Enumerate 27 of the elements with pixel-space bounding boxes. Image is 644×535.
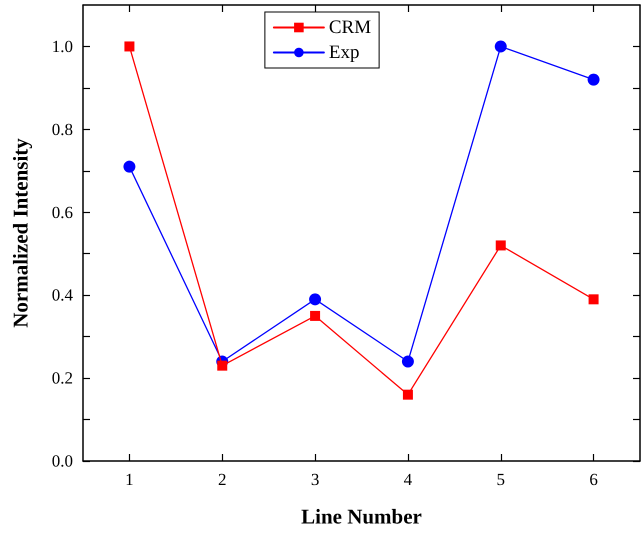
x-tick-label: 3 <box>310 470 320 489</box>
point <box>588 294 599 304</box>
y-tick-label: 0.2 <box>52 368 73 388</box>
x-axis-title: Line Number <box>301 504 422 528</box>
legend-label: CRM <box>328 17 372 38</box>
point <box>310 310 320 321</box>
legend-label: Exp <box>328 42 360 63</box>
point <box>588 74 600 86</box>
y-tick-label: 0.4 <box>52 286 74 305</box>
point <box>402 356 414 368</box>
x-tick-label: 6 <box>589 470 598 489</box>
y-tick-label: 0.8 <box>52 120 73 139</box>
y-tick-label: 1.0 <box>52 36 73 56</box>
x-tick-label: 4 <box>404 470 413 489</box>
x-tick-label: 2 <box>218 470 226 489</box>
point <box>309 293 322 306</box>
point <box>217 360 228 371</box>
point <box>402 390 413 400</box>
point <box>124 41 134 52</box>
y-tick-label: 0.6 <box>52 202 73 222</box>
point <box>123 160 136 173</box>
x-tick-label: 5 <box>496 470 505 489</box>
point <box>496 240 506 250</box>
y-tick-label: 0.0 <box>52 452 73 470</box>
x-tick-label: 1 <box>125 470 134 489</box>
y-axis-title: Normalized Intensity <box>8 138 32 328</box>
point <box>494 40 507 52</box>
